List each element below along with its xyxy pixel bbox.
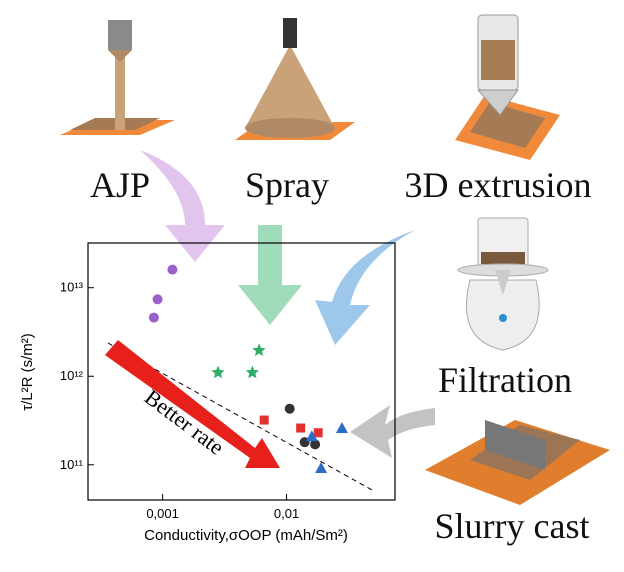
y-tick-label: 10¹¹: [60, 457, 84, 472]
point: [167, 264, 178, 275]
arrow-spray: [238, 225, 302, 325]
arrow-ajp: [140, 150, 225, 262]
method-label: 3D extrusion: [405, 165, 592, 205]
point: [310, 439, 321, 450]
x-tick-label: 0,001: [146, 506, 179, 521]
point: [245, 365, 260, 379]
arrow-extrusion: [315, 230, 415, 345]
method-label: AJP: [90, 165, 150, 205]
arrow-slurry: [350, 405, 435, 458]
x-axis-label: Conductivity,σOOP (mAh/Sm²): [144, 527, 348, 544]
x-tick-label: 0,01: [274, 506, 299, 521]
rate-arrow: [105, 340, 280, 468]
method-label: Slurry cast: [435, 506, 590, 546]
point: [259, 415, 269, 425]
filtration-illustration: [457, 217, 549, 351]
point: [296, 423, 306, 433]
extrusion-illustration: [455, 14, 560, 160]
point: [305, 430, 318, 442]
point: [284, 403, 295, 414]
point: [148, 312, 159, 323]
ajp-illustration: [60, 20, 175, 135]
method-label: Spray: [245, 165, 329, 205]
method-label: Filtration: [438, 360, 572, 400]
y-axis-label: τ/L²R (s/m²): [19, 333, 36, 411]
plot-frame: [87, 242, 396, 501]
point: [211, 365, 225, 379]
point: [335, 422, 348, 434]
y-tick-label: 10¹²: [60, 368, 84, 383]
spray-illustration: [235, 18, 355, 140]
slurry-illustration: [425, 420, 610, 505]
y-tick-label: 10¹³: [60, 280, 84, 295]
point: [252, 343, 266, 357]
point: [315, 461, 328, 473]
point: [313, 428, 323, 438]
point: [152, 294, 163, 305]
